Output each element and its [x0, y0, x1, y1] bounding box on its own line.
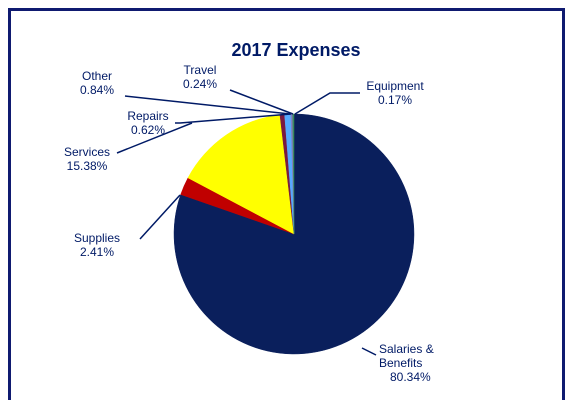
leader-line-services	[116, 122, 193, 154]
slice-value-services: 15.38%	[67, 159, 108, 173]
slice-value-repairs: 0.62%	[131, 123, 165, 137]
chart-title: 2017 Expenses	[231, 40, 360, 60]
leader-line-travel	[229, 89, 294, 115]
leader-line-equipment	[294, 92, 360, 115]
slice-label-services: Services	[64, 145, 110, 159]
slice-value-salaries-benefits: 80.34%	[390, 370, 431, 384]
slice-label-equipment: Equipment	[366, 79, 424, 93]
leader-lines	[116, 89, 377, 356]
slice-label-travel: Travel	[184, 63, 217, 77]
slice-label-other: Other	[82, 69, 112, 83]
slice-label-salaries-benefits-line2: Benefits	[379, 356, 422, 370]
leader-line-salaries-benefits	[361, 347, 377, 356]
slice-label-salaries-benefits-line1: Salaries &	[379, 342, 434, 356]
slice-value-travel: 0.24%	[183, 77, 217, 91]
slice-label-supplies: Supplies	[74, 231, 120, 245]
slice-value-supplies: 2.41%	[80, 245, 114, 259]
leader-line-repairs	[175, 113, 292, 124]
slice-label-repairs: Repairs	[127, 109, 168, 123]
slice-value-equipment: 0.17%	[378, 93, 412, 107]
slice-value-other: 0.84%	[80, 83, 114, 97]
leader-line-supplies	[139, 194, 181, 240]
leader-line-other	[124, 95, 291, 115]
pie-slices	[173, 113, 415, 355]
